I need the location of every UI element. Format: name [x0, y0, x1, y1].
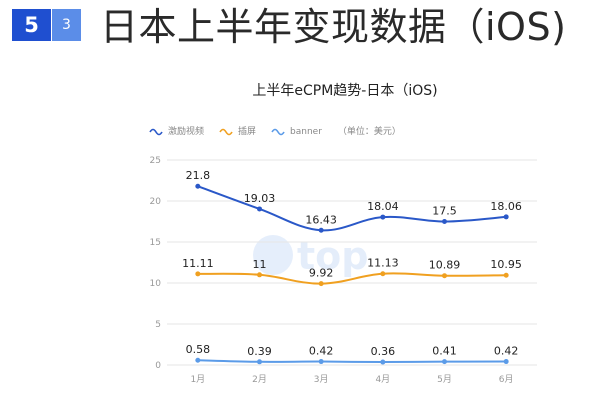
legend-label: 激励视频: [168, 125, 204, 137]
y-tick-label: 25: [150, 156, 161, 166]
series-line: [197, 272, 507, 285]
legend-label: 插屏: [238, 125, 256, 137]
data-label: 18.06: [490, 200, 522, 213]
data-point: [195, 357, 201, 363]
x-tick-label: 5月: [437, 374, 452, 385]
watermark-logo-icon: [253, 235, 293, 275]
data-label: 16.43: [305, 213, 337, 226]
data-label: 11.11: [182, 257, 214, 270]
data-label: 11: [253, 258, 267, 271]
chart-title: 上半年eCPM趋势-日本（iOS): [252, 83, 437, 99]
y-tick-label: 10: [150, 279, 162, 289]
data-point: [380, 214, 386, 220]
watermark: top: [253, 234, 368, 278]
x-tick-label: 3月: [314, 374, 329, 385]
legend-swatch-icon: [149, 128, 163, 136]
data-label: 10.95: [490, 258, 522, 271]
data-label: 17.5: [432, 205, 457, 218]
data-point: [380, 359, 386, 365]
sub-number-badge: 3: [52, 9, 81, 41]
legend-swatch-icon: [271, 128, 285, 136]
data-point: [442, 359, 447, 365]
chart-data-labels: 21.8 19.03 16.43 18.04 17.5 18.06 11.11 11 9.92 1…: [182, 169, 522, 358]
data-label: 0.42: [494, 345, 519, 358]
watermark-text: top: [297, 234, 368, 278]
y-tick-label: 15: [150, 238, 161, 248]
data-point: [380, 271, 386, 277]
x-tick-label: 4月: [375, 374, 390, 385]
data-point: [195, 271, 201, 277]
data-point: [318, 227, 324, 233]
data-point: [503, 272, 509, 278]
x-tick-label: 2月: [252, 374, 267, 385]
data-label: 11.13: [367, 257, 399, 270]
y-tick-label: 5: [155, 320, 161, 330]
chart-grid: [167, 159, 537, 366]
page-title: 日本上半年变现数据（iOS): [100, 5, 567, 49]
y-tick-label: 20: [150, 197, 162, 207]
y-axis-tick-labels: 0 5 10 15 20 25: [150, 156, 162, 371]
chart-series: [195, 183, 509, 365]
legend-swatch-icon: [219, 128, 233, 136]
data-point: [503, 214, 509, 220]
x-tick-label: 6月: [499, 374, 514, 385]
data-point: [442, 219, 447, 224]
data-point: [318, 359, 324, 365]
data-label: 19.03: [244, 192, 276, 205]
data-label: 0.39: [247, 345, 272, 358]
legend-label: banner: [290, 127, 322, 137]
legend-unit-label: （单位：美元）: [338, 125, 401, 137]
data-label: 21.8: [186, 169, 211, 182]
series-line: [197, 359, 507, 364]
chart-legend: 激励视频 插屏 banner （单位：美元）: [149, 125, 401, 137]
data-label: 10.89: [429, 259, 461, 272]
data-label: 0.41: [432, 345, 457, 358]
data-point: [257, 272, 262, 278]
data-point: [257, 206, 262, 212]
x-axis-tick-labels: 1月 2月 3月 4月 5月 6月: [190, 374, 513, 385]
data-label: 0.58: [186, 343, 211, 356]
x-tick-label: 1月: [190, 374, 205, 385]
data-label: 9.92: [309, 267, 334, 280]
data-point: [257, 359, 262, 365]
data-label: 18.04: [367, 200, 399, 213]
data-label: 0.36: [371, 345, 396, 358]
data-point: [318, 281, 324, 287]
y-tick-label: 0: [155, 361, 161, 371]
data-point: [195, 183, 201, 189]
data-point: [503, 359, 509, 365]
section-number-badge: 5: [12, 9, 51, 41]
data-point: [442, 273, 447, 279]
data-label: 0.42: [309, 345, 334, 358]
